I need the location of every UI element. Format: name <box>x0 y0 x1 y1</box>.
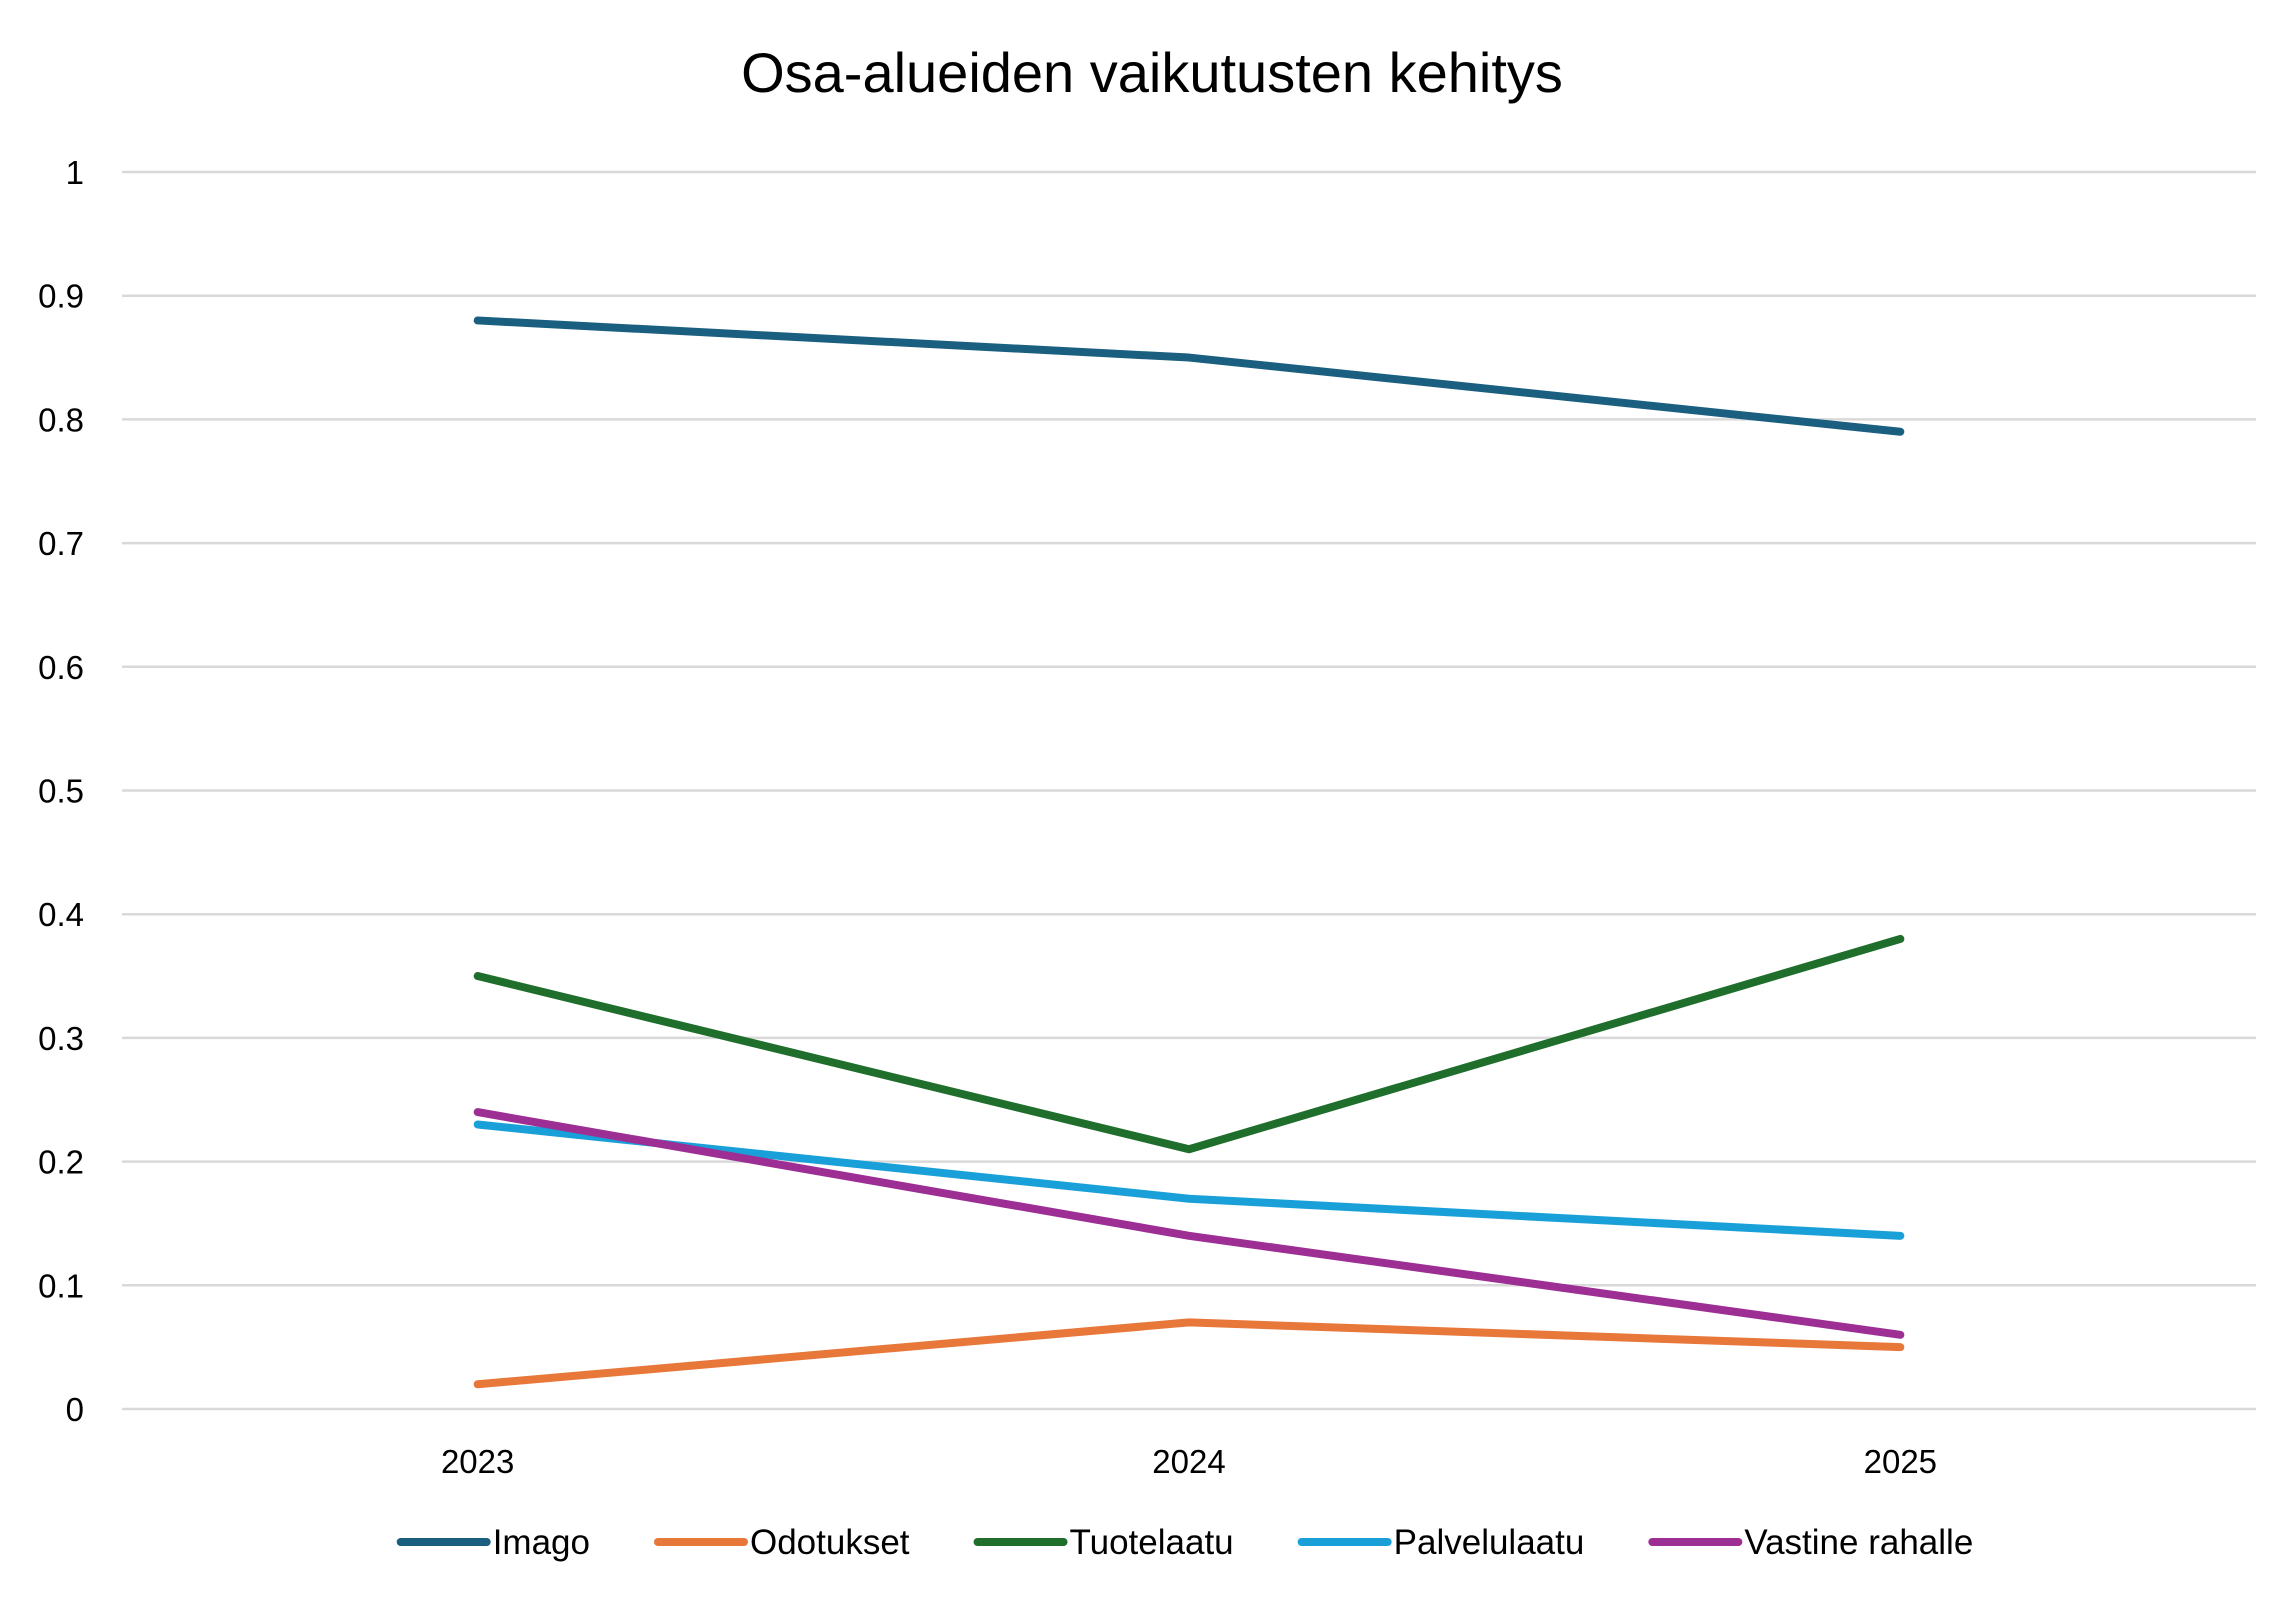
legend: Imago Odotukset Tuotelaatu Palvelulaatu Vast… <box>396 1523 1973 1562</box>
legend-label: Palvelulaatu <box>1394 1523 1585 1562</box>
legend-label: Imago <box>493 1523 590 1562</box>
series-line-palvelulaatu <box>473 1120 1905 1240</box>
y-tick-label: 0.9 <box>38 278 84 315</box>
series-line-odotukset <box>473 1318 1905 1389</box>
legend-label: Tuotelaatu <box>1070 1523 1234 1562</box>
series-line-tuotelaatu <box>473 934 1905 1154</box>
x-tick-label: 2025 <box>1864 1443 1937 1480</box>
y-tick-label: 0 <box>66 1391 84 1428</box>
y-axis-tick-labels: 0 0.1 0.2 0.3 0.4 0.5 0.6 0.7 0.8 0.9 1 <box>38 154 84 1428</box>
legend-item: Odotukset <box>653 1523 910 1562</box>
series-line-imago <box>473 316 1905 436</box>
series-lines <box>473 316 1905 1389</box>
legend-label: Vastine rahalle <box>1744 1523 1973 1562</box>
gridlines <box>122 170 2256 1411</box>
x-axis-tick-labels: 2023 2024 2025 <box>441 1443 1937 1480</box>
y-tick-label: 0.8 <box>38 401 84 438</box>
y-tick-label: 0.3 <box>38 1020 84 1057</box>
y-tick-label: 0.4 <box>38 896 84 933</box>
y-tick-label: 0.2 <box>38 1144 84 1181</box>
y-tick-label: 0.6 <box>38 649 84 686</box>
x-tick-label: 2024 <box>1152 1443 1225 1480</box>
legend-item: Tuotelaatu <box>973 1523 1234 1562</box>
legend-item: Imago <box>396 1523 590 1562</box>
y-tick-label: 1 <box>66 154 84 191</box>
legend-item: Vastine rahalle <box>1648 1523 1973 1562</box>
legend-item: Palvelulaatu <box>1297 1523 1585 1562</box>
x-tick-label: 2023 <box>441 1443 514 1480</box>
series-line-vastine-rahalle <box>473 1108 1905 1339</box>
legend-label: Odotukset <box>750 1523 910 1562</box>
y-tick-label: 0.7 <box>38 525 84 562</box>
y-tick-label: 0.1 <box>38 1267 84 1304</box>
chart-title: Osa-alueiden vaikutusten kehitys <box>741 41 1563 104</box>
y-tick-label: 0.5 <box>38 773 84 810</box>
